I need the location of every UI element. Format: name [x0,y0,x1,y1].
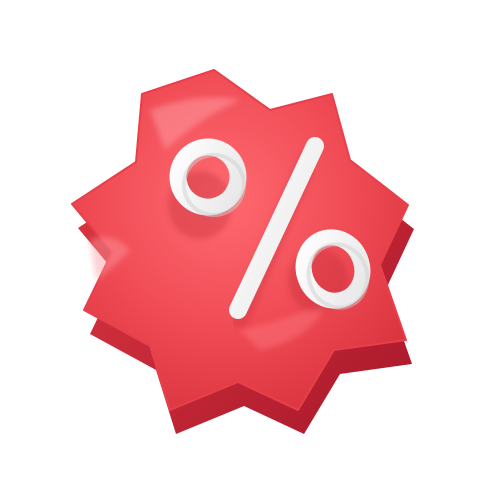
image-canvas [0,0,499,499]
discount-badge-illustration [0,0,499,499]
